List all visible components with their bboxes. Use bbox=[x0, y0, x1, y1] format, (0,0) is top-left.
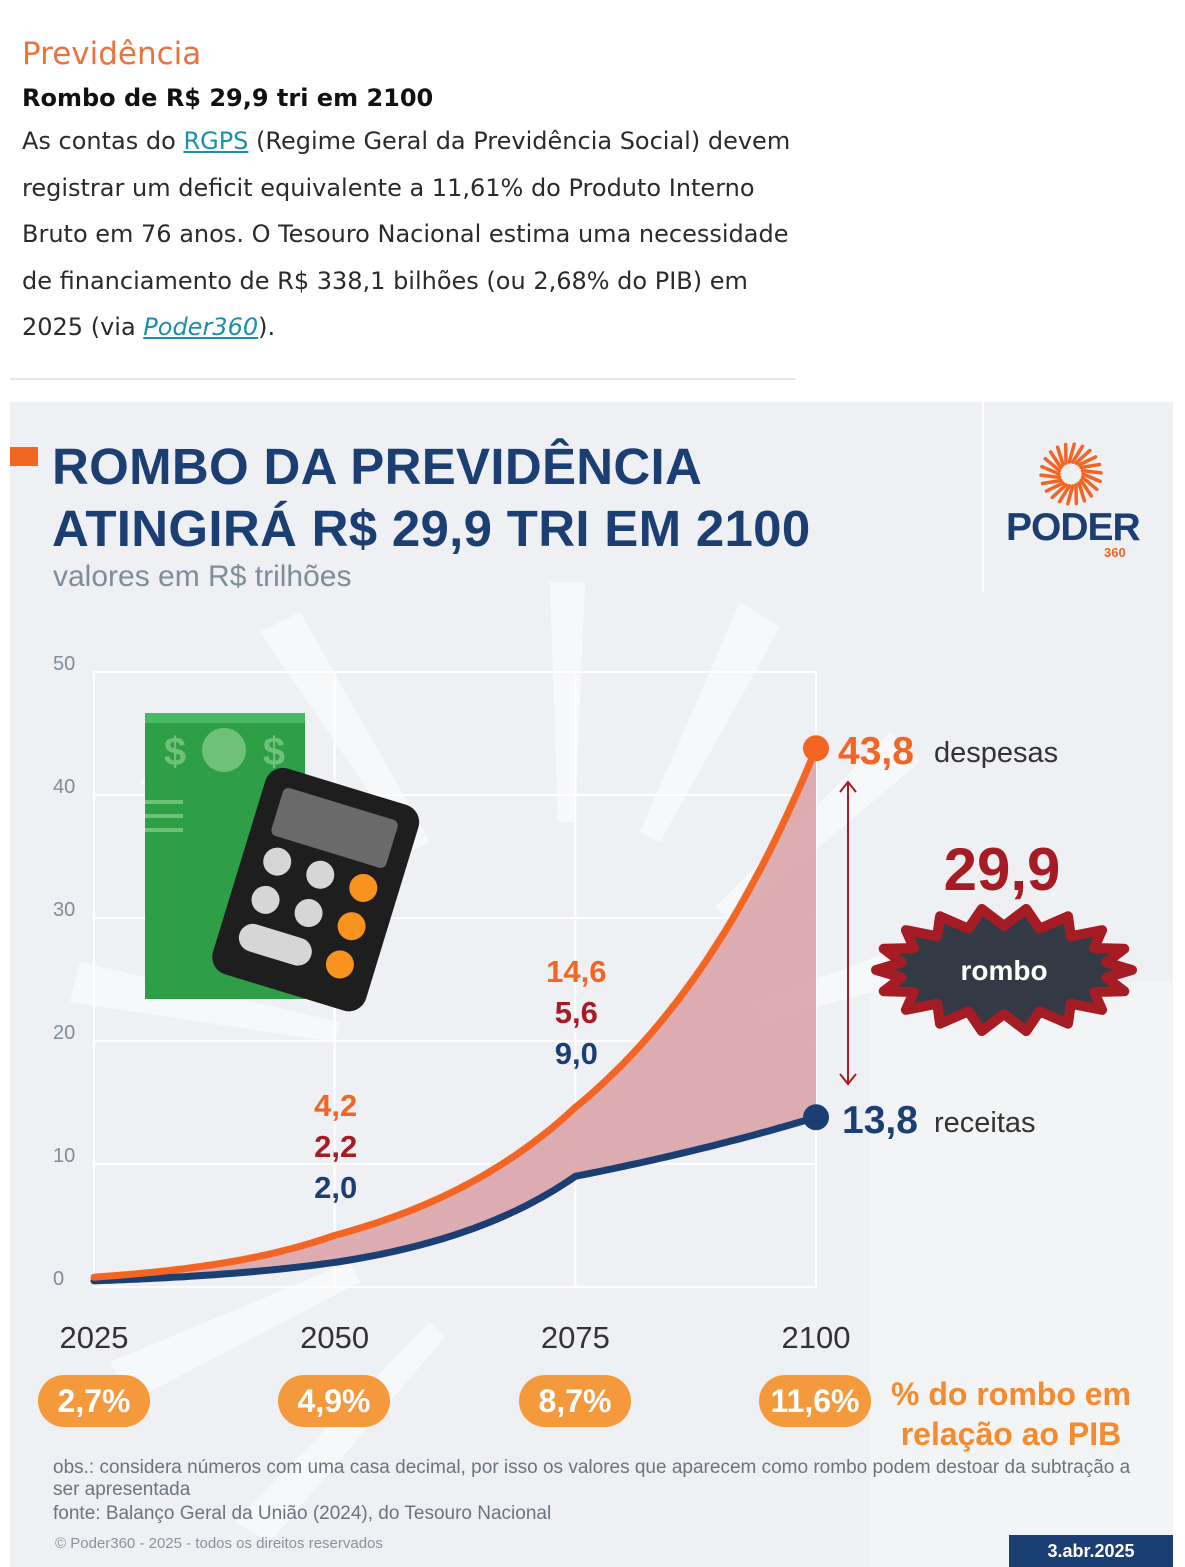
article-body: As contas do RGPS (Regime Geral da Previ… bbox=[22, 118, 802, 351]
receitas-annotation: 2,0 bbox=[314, 1170, 357, 1205]
rgps-link[interactable]: RGPS bbox=[183, 127, 249, 155]
despesas-value: 43,8 bbox=[838, 730, 914, 773]
y-tick-label: 40 bbox=[53, 776, 75, 798]
y-tick-label: 20 bbox=[53, 1022, 75, 1044]
rombo-value: 29,9 bbox=[944, 836, 1061, 903]
rombo-label: rombo bbox=[960, 955, 1047, 986]
copyright: © Poder360 - 2025 - todos os direitos re… bbox=[55, 1535, 383, 1552]
pct-pib-2050: 4,9% bbox=[278, 1375, 390, 1427]
despesas-annotation: 4,2 bbox=[314, 1088, 357, 1123]
chart-svg: 0 10 20 30 40 50 2025 2050 2075 2100 $ $ bbox=[53, 653, 1137, 1355]
despesas-label: despesas bbox=[934, 737, 1058, 769]
pct-pib-2025: 2,7% bbox=[38, 1375, 150, 1427]
article-headline: Rombo de R$ 29,9 tri em 2100 bbox=[22, 84, 434, 112]
body-text-2: (Regime Geral da Previdência Social) dev… bbox=[22, 127, 791, 341]
chart-title-line1: ROMBO DA PREVIDÊNCIA bbox=[52, 438, 703, 495]
header-separator bbox=[982, 402, 984, 592]
logo-sub: 360 bbox=[1104, 545, 1126, 560]
despesas-annotation: 14,6 bbox=[546, 954, 606, 989]
svg-text:$: $ bbox=[263, 730, 285, 774]
y-axis-ticks: 0 10 20 30 40 50 bbox=[53, 653, 75, 1290]
x-tick-label: 2100 bbox=[782, 1320, 851, 1355]
x-tick-label: 2025 bbox=[60, 1320, 129, 1355]
y-tick-label: 50 bbox=[53, 653, 75, 675]
article: Previdência Rombo de R$ 29,9 tri em 2100… bbox=[22, 34, 802, 351]
rombo-area bbox=[94, 748, 816, 1281]
infographic: ROMBO DA PREVIDÊNCIA ATINGIRÁ R$ 29,9 TR… bbox=[10, 402, 1173, 1567]
chart-title: ROMBO DA PREVIDÊNCIA ATINGIRÁ R$ 29,9 TR… bbox=[52, 436, 872, 560]
x-tick-label: 2075 bbox=[541, 1320, 610, 1355]
receitas-annotation: 9,0 bbox=[555, 1036, 598, 1071]
y-tick-label: 10 bbox=[53, 1145, 75, 1167]
article-divider bbox=[10, 378, 796, 380]
body-text-3: ). bbox=[258, 313, 276, 341]
svg-text:$: $ bbox=[164, 730, 186, 774]
logo-text: PODER bbox=[1006, 506, 1141, 549]
pct-pib-2100: 11,6% bbox=[759, 1375, 871, 1427]
rombo-annotation: 5,6 bbox=[555, 995, 598, 1030]
receitas-endpoint bbox=[803, 1104, 829, 1131]
poder360-logo: PODER 360 bbox=[1006, 442, 1141, 572]
chart-subtitle: valores em R$ trilhões bbox=[53, 560, 352, 593]
chart-source: fonte: Balanço Geral da União (2024), do… bbox=[53, 1503, 552, 1524]
x-axis-ticks: 2025 2050 2075 2100 bbox=[60, 1320, 851, 1355]
y-tick-label: 30 bbox=[53, 899, 75, 921]
receitas-value: 13,8 bbox=[842, 1099, 918, 1142]
poder360-link[interactable]: Poder360 bbox=[143, 313, 259, 341]
chart-note: obs.: considera números com uma casa dec… bbox=[53, 1457, 1131, 1500]
gap-arrow bbox=[839, 780, 857, 1086]
body-text-1: As contas do bbox=[22, 127, 184, 155]
despesas-endpoint bbox=[803, 735, 829, 762]
sun-logo-icon bbox=[1039, 442, 1103, 506]
x-tick-label: 2050 bbox=[300, 1320, 369, 1355]
receitas-label: receitas bbox=[934, 1107, 1036, 1139]
pct-pib-label: % do rombo em relação ao PIB bbox=[890, 1376, 1131, 1452]
despesas-line bbox=[90, 744, 820, 1281]
y-tick-label: 0 bbox=[53, 1268, 64, 1290]
rombo-burst-shape bbox=[871, 903, 1137, 1037]
pct-pib-2075: 8,7% bbox=[519, 1375, 631, 1427]
section-title: Previdência bbox=[22, 36, 202, 72]
rombo-annotation: 2,2 bbox=[314, 1129, 357, 1164]
money-calculator-icon: $ $ bbox=[145, 713, 420, 1012]
receitas-line bbox=[90, 1113, 820, 1285]
date-badge: 3.abr.2025 bbox=[1009, 1535, 1173, 1567]
title-accent-mark bbox=[10, 447, 38, 466]
chart-title-line2: ATINGIRÁ R$ 29,9 TRI EM 2100 bbox=[52, 500, 811, 557]
